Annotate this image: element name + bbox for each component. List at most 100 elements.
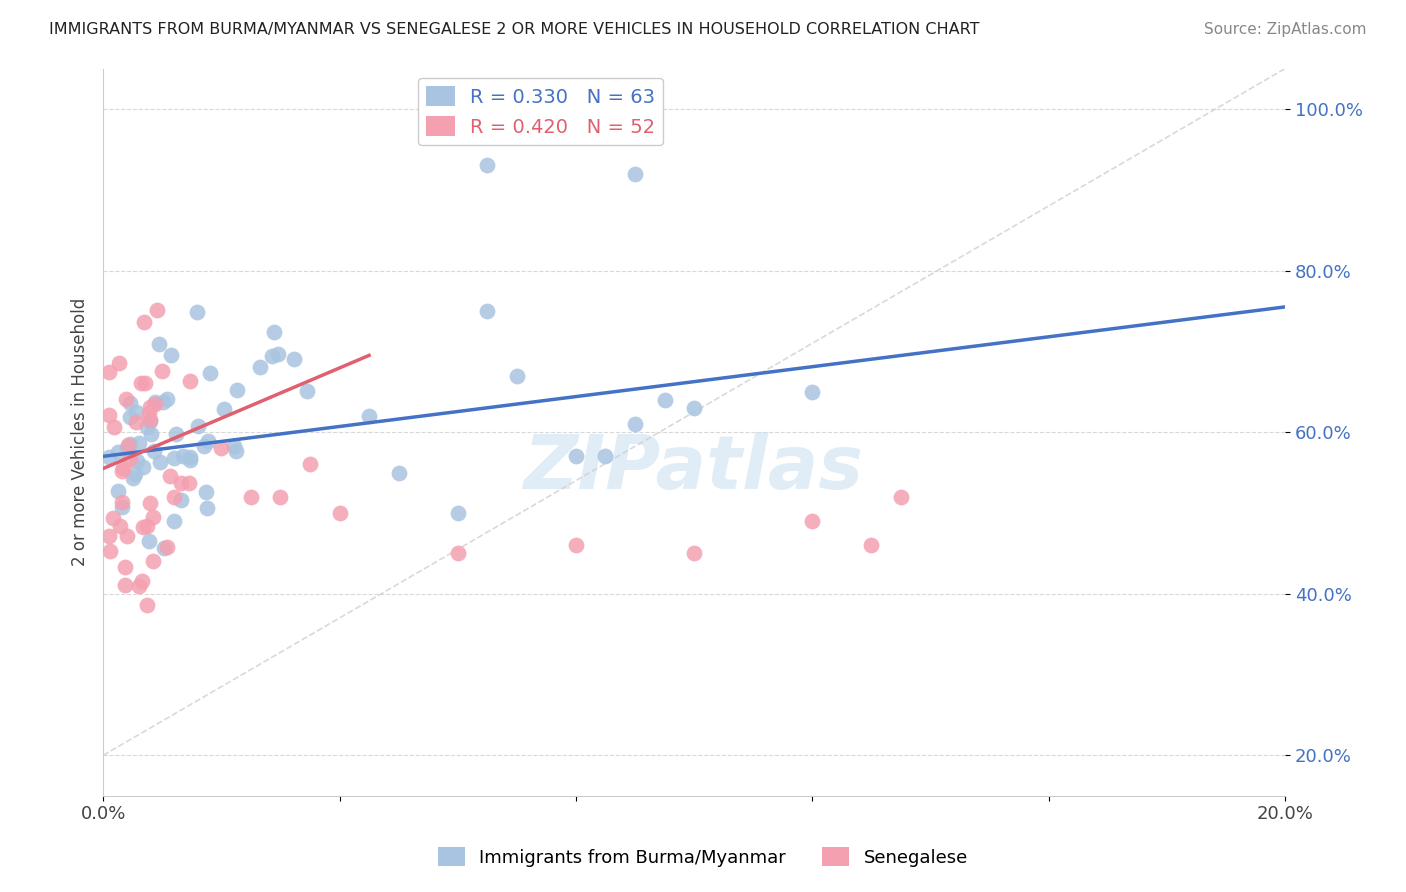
Point (111, 500, 134, 514)
Y-axis label: 2 or more Vehicles in Household: 2 or more Vehicles in Household (72, 298, 89, 566)
Point (139, 414, 162, 428)
Point (98, 450, 121, 465)
Point (179, 452, 201, 467)
Point (801, 384, 824, 399)
Point (447, 506, 470, 520)
Point (124, 467, 146, 481)
Point (801, 514, 824, 528)
Point (101, 511, 124, 525)
Point (226, 383, 249, 397)
Point (138, 406, 160, 420)
Point (127, 454, 149, 468)
Point (595, 450, 617, 464)
Point (141, 427, 163, 442)
Point (146, 303, 169, 318)
Point (195, 500, 218, 515)
Point (120, 452, 142, 467)
Point (115, 392, 138, 406)
Point (683, 401, 706, 415)
Point (225, 444, 247, 458)
Point (148, 337, 170, 351)
Point (298, 458, 321, 472)
Point (107, 445, 129, 459)
Point (565, 450, 588, 464)
Point (156, 540, 179, 554)
Point (98, 529, 121, 543)
Point (267, 347, 290, 361)
Text: Source: ZipAtlas.com: Source: ZipAtlas.com (1204, 22, 1367, 37)
Point (224, 439, 246, 453)
Point (107, 483, 129, 498)
Point (890, 490, 912, 504)
Point (143, 444, 166, 458)
Point (114, 577, 136, 591)
Legend: Immigrants from Burma/Myanmar, Senegalese: Immigrants from Burma/Myanmar, Senegales… (430, 840, 976, 874)
Legend: R = 0.330   N = 63, R = 0.420   N = 52: R = 0.330 N = 63, R = 0.420 N = 52 (418, 78, 664, 145)
Point (122, 471, 145, 485)
Point (132, 459, 155, 474)
Point (654, 392, 676, 407)
Point (193, 439, 215, 453)
Point (115, 528, 138, 542)
Point (163, 490, 186, 504)
Point (239, 490, 262, 504)
Point (159, 469, 181, 483)
Point (111, 464, 134, 478)
Point (163, 450, 186, 465)
Point (209, 442, 232, 456)
Point (114, 560, 136, 574)
Point (134, 376, 156, 391)
Point (165, 427, 187, 442)
Point (198, 366, 221, 380)
Point (477, 159, 499, 173)
Point (131, 574, 153, 589)
Point (152, 395, 174, 409)
Point (187, 419, 209, 434)
Point (153, 541, 176, 555)
Point (506, 368, 529, 383)
Point (212, 402, 235, 417)
Point (117, 438, 139, 452)
Point (197, 434, 219, 448)
Point (98, 408, 121, 422)
Point (136, 599, 159, 613)
Point (112, 460, 135, 475)
Point (111, 495, 134, 509)
Point (565, 538, 588, 552)
Point (160, 348, 183, 362)
Point (156, 392, 179, 406)
Point (170, 475, 193, 490)
Point (108, 356, 131, 370)
Point (624, 417, 647, 431)
Point (139, 496, 162, 510)
Point (624, 167, 647, 181)
Point (359, 409, 381, 423)
Point (194, 485, 217, 500)
Point (138, 400, 160, 414)
Point (186, 305, 208, 319)
Point (142, 554, 165, 568)
Text: ZIPatlas: ZIPatlas (524, 432, 865, 505)
Point (110, 519, 132, 533)
Point (263, 325, 285, 339)
Point (172, 449, 194, 463)
Point (118, 409, 141, 424)
Point (125, 405, 148, 419)
Point (283, 351, 305, 366)
Point (120, 396, 142, 410)
Point (136, 519, 159, 533)
Point (98, 365, 121, 379)
Point (128, 579, 150, 593)
Point (683, 546, 706, 560)
Point (163, 515, 186, 529)
Point (860, 538, 883, 552)
Point (128, 436, 150, 450)
Point (135, 419, 157, 434)
Point (129, 376, 152, 390)
Point (118, 437, 141, 451)
Point (447, 546, 470, 560)
Point (103, 420, 125, 434)
Point (142, 509, 165, 524)
Point (117, 441, 139, 455)
Point (388, 466, 411, 480)
